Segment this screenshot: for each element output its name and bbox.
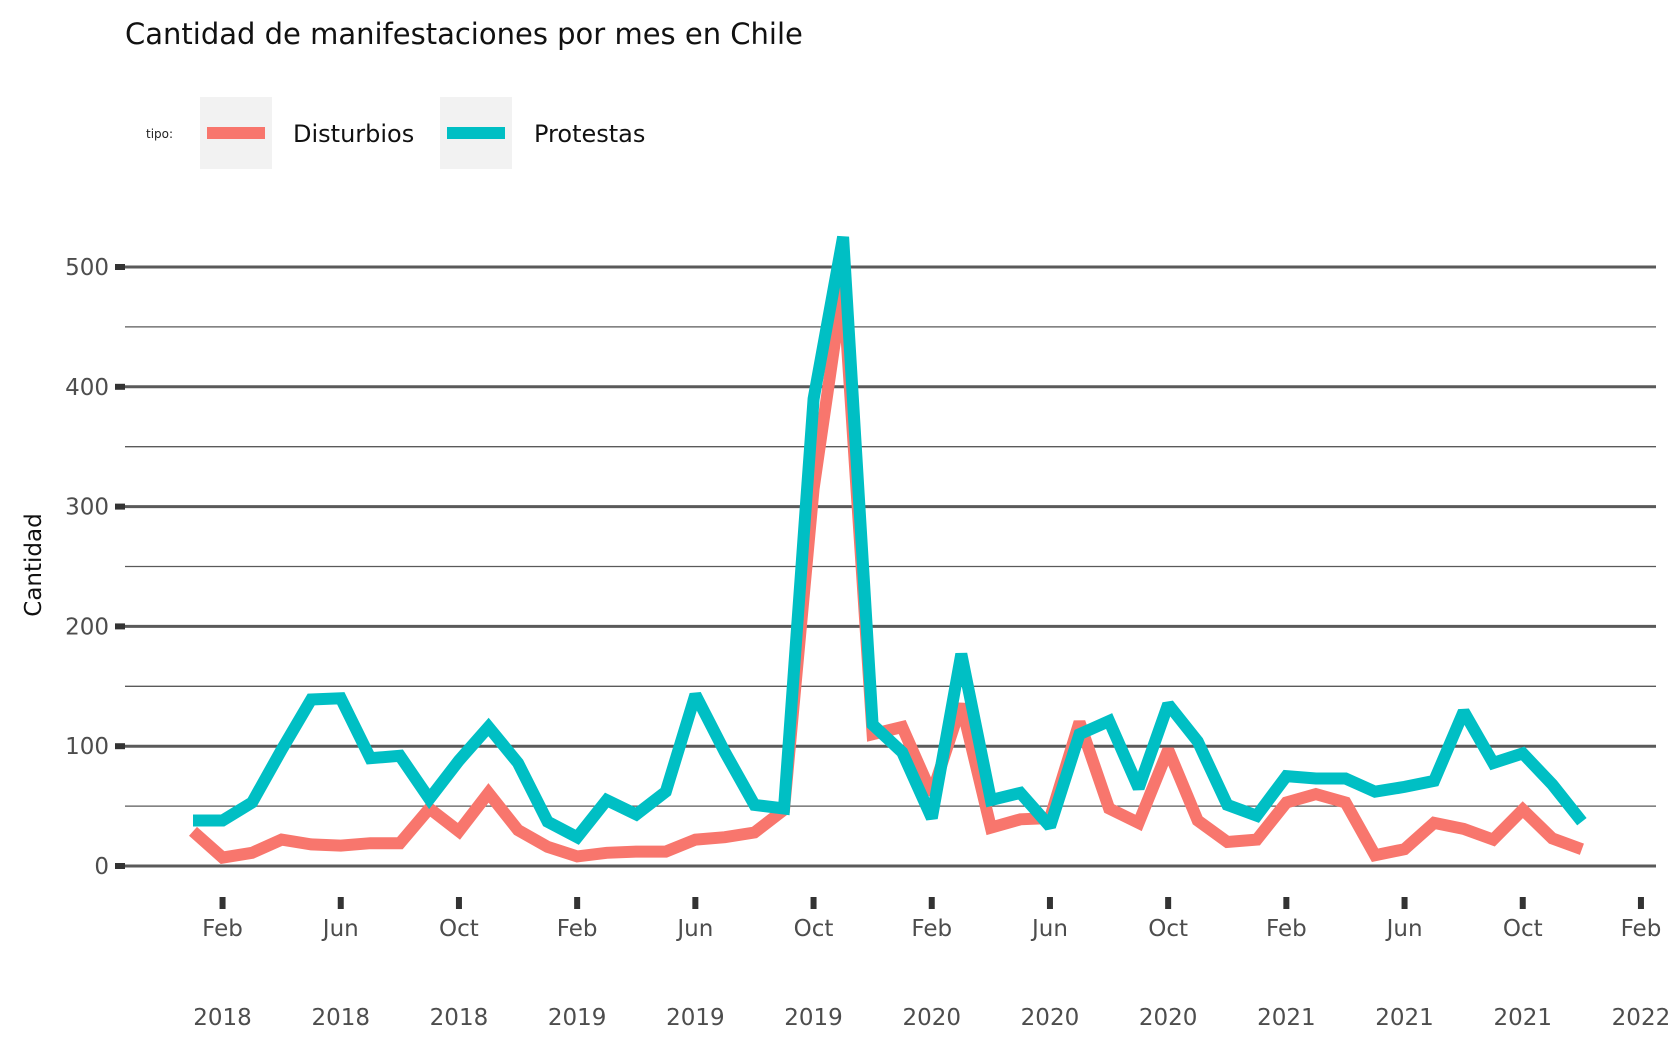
x-tick-mark: [1402, 897, 1408, 909]
legend-label-protestas: Protestas: [534, 120, 645, 148]
x-tick-label-year: 2019: [548, 1005, 607, 1031]
x-tick-label-year: 2022: [1612, 1005, 1671, 1031]
y-tick-mark: [115, 264, 125, 270]
x-tick-mark: [1638, 897, 1644, 909]
y-tick-mark: [115, 743, 125, 749]
x-tick-label-month: Oct: [1148, 916, 1188, 942]
x-tick-label-month: Feb: [202, 916, 243, 942]
x-tick-label-month: Feb: [1621, 916, 1662, 942]
x-tick-mark: [1165, 897, 1171, 909]
x-tick-label-month: Feb: [1266, 916, 1307, 942]
x-tick-label-year: 2021: [1375, 1005, 1434, 1031]
x-tick-label-month: Jun: [321, 916, 359, 942]
x-tick-label-month: Oct: [1503, 916, 1543, 942]
x-tick-label-month: Jun: [1030, 916, 1068, 942]
x-tick-label-month: Feb: [911, 916, 952, 942]
x-tick-label-year: 2021: [1257, 1005, 1316, 1031]
x-tick-label-year: 2020: [1139, 1005, 1198, 1031]
x-tick-mark: [574, 897, 580, 909]
y-tick-label: 200: [65, 614, 109, 640]
y-axis: 0 100 200 300 400 500: [65, 255, 125, 880]
x-tick-label-year: 2018: [311, 1005, 370, 1031]
y-tick-label: 400: [65, 375, 109, 401]
x-tick-mark: [338, 897, 344, 909]
x-tick-label-year: 2019: [784, 1005, 843, 1031]
x-tick-label-month: Jun: [675, 916, 713, 942]
x-tick-label-year: 2018: [430, 1005, 489, 1031]
y-tick-label: 500: [65, 255, 109, 281]
x-tick-mark: [456, 897, 462, 909]
y-tick-mark: [115, 863, 125, 869]
legend: tipo: Disturbios Protestas: [146, 97, 645, 169]
y-tick-mark: [115, 384, 125, 390]
x-tick-label-year: 2020: [902, 1005, 961, 1031]
y-axis-label: Cantidad: [21, 513, 47, 616]
y-tick-label: 0: [94, 854, 109, 880]
x-tick-mark: [220, 897, 226, 909]
grid: [125, 267, 1656, 866]
y-tick-label: 300: [65, 495, 109, 521]
y-tick-mark: [115, 623, 125, 629]
x-tick-label-month: Feb: [557, 916, 598, 942]
x-axis: Feb 2018 Jun 2018 Oct 2018 Feb 2019 Jun 2019 Oct 20…: [193, 897, 1670, 1031]
x-tick-mark: [929, 897, 935, 909]
y-tick-mark: [115, 504, 125, 510]
legend-title: tipo:: [146, 127, 173, 141]
x-tick-mark: [1283, 897, 1289, 909]
x-tick-label-year: 2021: [1493, 1005, 1552, 1031]
y-tick-label: 100: [65, 734, 109, 760]
legend-label-disturbios: Disturbios: [293, 120, 414, 148]
chart-title: Cantidad de manifestaciones por mes en C…: [125, 17, 803, 51]
x-tick-label-month: Jun: [1385, 916, 1423, 942]
x-tick-mark: [1520, 897, 1526, 909]
x-tick-label-year: 2019: [666, 1005, 725, 1031]
x-tick-mark: [1047, 897, 1053, 909]
x-tick-mark: [692, 897, 698, 909]
series-line-disturbios: [193, 285, 1582, 858]
x-tick-label-month: Oct: [439, 916, 479, 942]
x-tick-label-month: Oct: [794, 916, 834, 942]
x-tick-label-year: 2018: [193, 1005, 252, 1031]
x-tick-mark: [811, 897, 817, 909]
x-tick-label-year: 2020: [1021, 1005, 1080, 1031]
series-lines: [193, 237, 1582, 858]
